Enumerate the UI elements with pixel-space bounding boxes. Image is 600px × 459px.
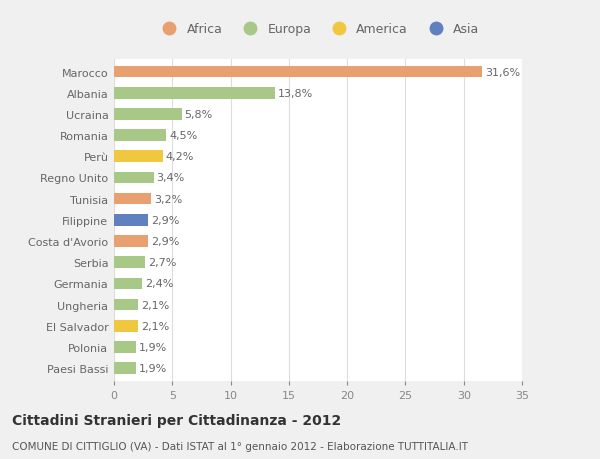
Text: 4,5%: 4,5%: [169, 131, 197, 141]
Bar: [114, 257, 145, 269]
Text: 31,6%: 31,6%: [485, 67, 520, 78]
Text: 2,1%: 2,1%: [142, 321, 170, 331]
Text: 2,1%: 2,1%: [142, 300, 170, 310]
Legend: Africa, Europa, America, Asia: Africa, Europa, America, Asia: [154, 21, 482, 39]
Bar: [114, 193, 151, 205]
Text: 13,8%: 13,8%: [278, 89, 313, 99]
Bar: [114, 109, 182, 120]
Bar: [114, 172, 154, 184]
Text: 5,8%: 5,8%: [185, 110, 213, 120]
Bar: [114, 67, 482, 78]
Bar: [114, 363, 136, 374]
Bar: [114, 278, 142, 290]
Text: 3,2%: 3,2%: [154, 194, 182, 204]
Text: 3,4%: 3,4%: [157, 173, 185, 183]
Bar: [114, 130, 166, 141]
Bar: [114, 341, 136, 353]
Text: COMUNE DI CITTIGLIO (VA) - Dati ISTAT al 1° gennaio 2012 - Elaborazione TUTTITAL: COMUNE DI CITTIGLIO (VA) - Dati ISTAT al…: [12, 441, 468, 451]
Text: Cittadini Stranieri per Cittadinanza - 2012: Cittadini Stranieri per Cittadinanza - 2…: [12, 413, 341, 427]
Text: 1,9%: 1,9%: [139, 363, 167, 373]
Bar: [114, 235, 148, 247]
Text: 4,2%: 4,2%: [166, 152, 194, 162]
Bar: [114, 320, 139, 332]
Text: 2,9%: 2,9%: [151, 215, 179, 225]
Text: 2,4%: 2,4%: [145, 279, 173, 289]
Text: 1,9%: 1,9%: [139, 342, 167, 352]
Bar: [114, 299, 139, 311]
Bar: [114, 214, 148, 226]
Text: 2,7%: 2,7%: [148, 257, 177, 268]
Bar: [114, 88, 275, 99]
Bar: [114, 151, 163, 163]
Text: 2,9%: 2,9%: [151, 236, 179, 246]
